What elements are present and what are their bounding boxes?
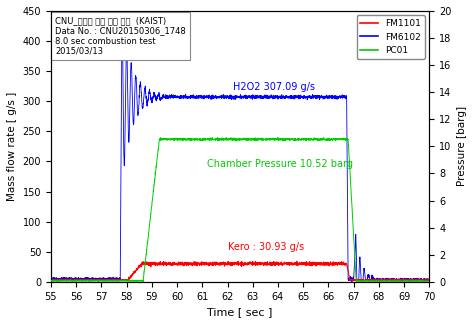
Text: H2O2 307.09 g/s: H2O2 307.09 g/s [233,82,315,92]
Text: CNU_발사체 품형 하중 시험  (KAIST)
Data No. : CNU20150306_1748
8.0 sec combustion test
20: CNU_발사체 품형 하중 시험 (KAIST) Data No. : CNU2… [55,16,186,56]
Y-axis label: Pressure [barg]: Pressure [barg] [457,106,467,186]
Legend: FM1101, FM6102, PC01: FM1101, FM6102, PC01 [356,16,425,59]
Y-axis label: Mass flow rate [ g/s ]: Mass flow rate [ g/s ] [7,92,17,201]
Text: Kero : 30.93 g/s: Kero : 30.93 g/s [228,242,304,252]
Text: Chamber Pressure 10.52 barg: Chamber Pressure 10.52 barg [207,159,353,169]
X-axis label: Time [ sec ]: Time [ sec ] [208,307,273,317]
